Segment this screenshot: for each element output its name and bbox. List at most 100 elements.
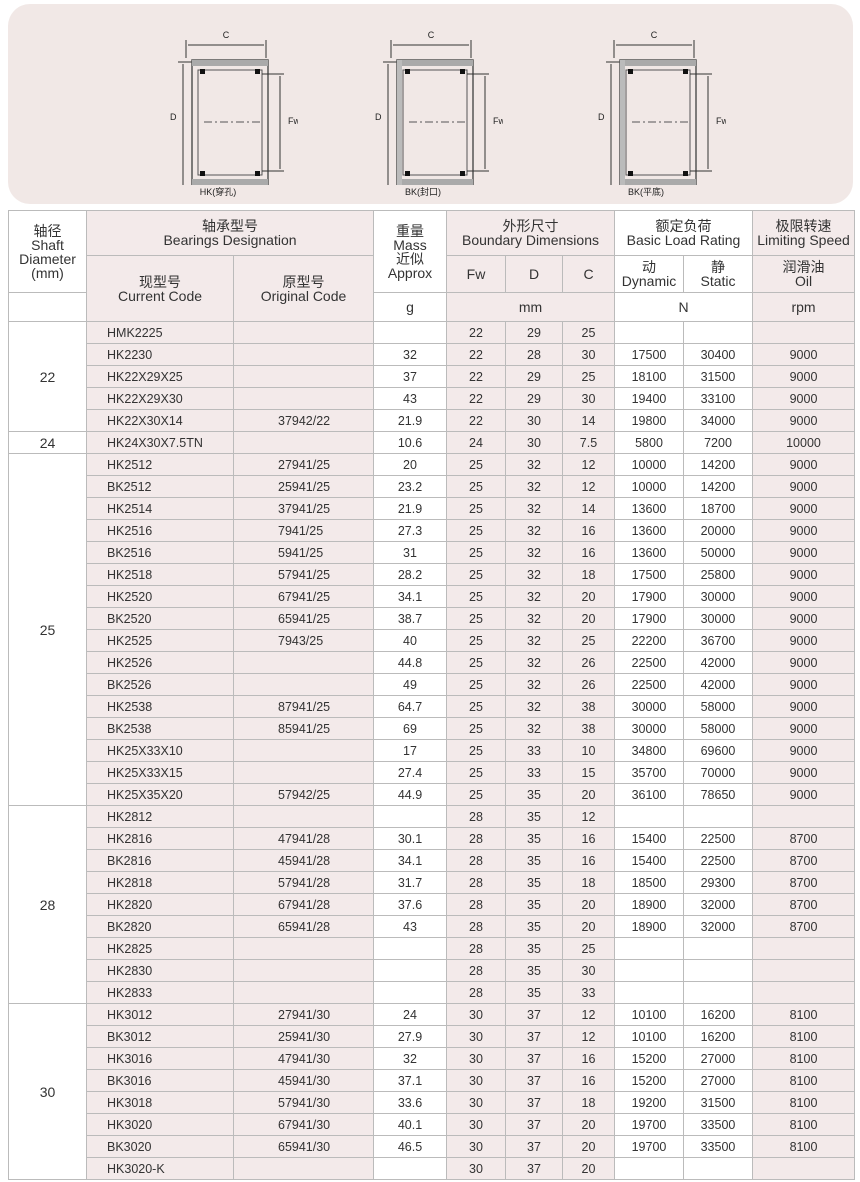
mass-cell: 38.7 [373,607,447,630]
table-row: BK2538 85941/25 69 25 32 38 30000 58000 9000 [9,717,855,740]
fw-cell: 28 [446,915,506,938]
dynamic-load-cell: 19800 [614,409,684,432]
table-row: BK3016 45941/30 37.1 30 37 16 15200 27000 8100 [9,1069,855,1092]
original-code-cell: 57941/25 [233,563,374,586]
d-cell: 28 [505,343,563,366]
table-row: 25 HK2512 27941/25 20 25 32 12 10000 14200 9000 [8,453,855,806]
fw-cell: 28 [446,893,506,916]
d-cell: 33 [505,761,563,784]
mass-cell [373,937,447,960]
original-code-cell: 27941/25 [233,453,374,476]
dynamic-load-cell: 15200 [614,1069,684,1092]
original-code-cell [233,321,374,344]
dynamic-load-cell [614,959,684,982]
speed-cell: 9000 [752,497,855,520]
mass-cell [373,1157,447,1180]
fw-cell: 22 [446,343,506,366]
original-code-cell [233,673,374,696]
table-row: BK3012 25941/30 27.9 30 37 12 10100 16200 8100 [9,1025,855,1048]
original-code-cell: 87941/25 [233,695,374,718]
speed-cell: 9000 [752,695,855,718]
speed-cell [752,805,855,828]
current-code-cell: BK2512 [86,475,234,498]
d-cell: 35 [505,849,563,872]
c-cell: 16 [562,827,615,850]
original-code-cell [233,1157,374,1180]
original-code-cell: 67941/30 [233,1113,374,1136]
mass-cell: 20 [373,453,447,476]
d-header: D [505,255,563,293]
shaft-header: 轴径 Shaft Diameter (mm) [8,210,87,293]
original-code-cell: 45941/28 [233,849,374,872]
fw-cell: 28 [446,849,506,872]
mass-cell: 27.4 [373,761,447,784]
dynamic-load-cell: 18900 [614,915,684,938]
c-cell: 15 [562,761,615,784]
dynamic-load-cell: 13600 [614,541,684,564]
boundary-header: 外形尺寸 Boundary Dimensions [446,210,615,256]
speed-cell: 9000 [752,541,855,564]
current-code-cell: HK2816 [86,827,234,850]
static-load-cell: 58000 [683,695,753,718]
table-row: BK2512 25941/25 23.2 25 32 12 10000 14200 9000 [9,475,855,498]
table-row: HK2833 28 35 33 [9,981,855,1004]
mass-cell: 34.1 [373,585,447,608]
svg-text:Fw: Fw [493,116,503,126]
table-row: BK2520 65941/25 38.7 25 32 20 17900 30000 9000 [9,607,855,630]
original-code-cell: 67941/25 [233,585,374,608]
table-row: BK2526 49 25 32 26 22500 42000 9000 [9,673,855,696]
static-header: 静 Static [683,255,753,293]
shaft-diameter-cell: 28 [8,805,87,1004]
speed-cell [752,959,855,982]
table-row: HK2520 67941/25 34.1 25 32 20 17900 30000 9000 [9,585,855,608]
static-load-cell: 33100 [683,387,753,410]
dynamic-load-cell: 17900 [614,607,684,630]
d-cell: 35 [505,937,563,960]
oil-header: 润滑油 Oil [752,255,855,293]
current-code-cell: BK2520 [86,607,234,630]
load-header: 额定负荷 Basic Load Rating [614,210,753,256]
dynamic-load-cell: 18500 [614,871,684,894]
mass-cell: 49 [373,673,447,696]
mass-cell [373,321,447,344]
current-code-header: 现型号 Current Code [86,255,234,322]
fw-cell: 30 [446,1025,506,1048]
original-code-cell [233,739,374,762]
static-load-cell: 25800 [683,563,753,586]
speed-cell: 8100 [752,1113,855,1136]
figure-bk-sealed: C D Fw BK(封口) [343,20,505,200]
static-load-cell [683,321,753,344]
mass-cell: 44.8 [373,651,447,674]
static-load-cell: 16200 [683,1003,753,1026]
d-cell: 37 [505,1069,563,1092]
fw-cell: 30 [446,1091,506,1114]
fw-cell: 22 [446,409,506,432]
table-row: HK2825 28 35 25 [9,937,855,960]
dynamic-load-cell [614,321,684,344]
mass-cell: 27.3 [373,519,447,542]
mass-cell: 43 [373,915,447,938]
speed-cell: 8700 [752,871,855,894]
static-load-cell: 18700 [683,497,753,520]
table-row: BK2516 5941/25 31 25 32 16 13600 50000 9000 [9,541,855,564]
original-code-cell [233,431,374,454]
dynamic-load-cell: 10000 [614,453,684,476]
c-cell: 14 [562,497,615,520]
static-load-cell: 42000 [683,673,753,696]
shaft-unit-blank [8,292,87,322]
dynamic-load-cell: 17500 [614,563,684,586]
c-cell: 12 [562,475,615,498]
c-cell: 20 [562,783,615,806]
mass-cell: 17 [373,739,447,762]
current-code-cell: HK22X29X30 [86,387,234,410]
speed-cell: 9000 [752,651,855,674]
dynamic-load-cell: 35700 [614,761,684,784]
current-code-cell: HK2230 [86,343,234,366]
table-row: HK2816 47941/28 30.1 28 35 16 15400 22500 8700 [9,827,855,850]
table-row: HK2230 32 22 28 30 17500 30400 9000 [9,343,855,366]
table-row: HK2830 28 35 30 [9,959,855,982]
c-cell: 20 [562,915,615,938]
original-code-cell: 57942/25 [233,783,374,806]
table-row: HK2818 57941/28 31.7 28 35 18 18500 29300 8700 [9,871,855,894]
fw-cell: 28 [446,937,506,960]
